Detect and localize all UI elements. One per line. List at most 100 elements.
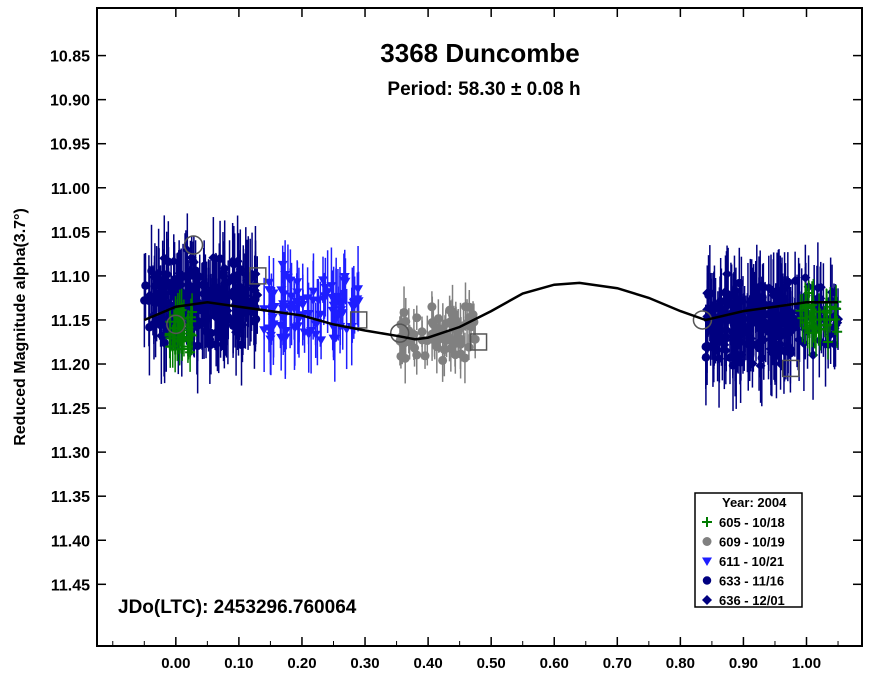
data-point	[208, 252, 219, 263]
data-point	[140, 296, 149, 305]
data-points	[140, 213, 844, 412]
y-tick-label: 10.85	[50, 49, 90, 66]
data-point	[318, 295, 329, 305]
y-axis-label: Reduced Magnitude alpha(3.7°)	[12, 208, 29, 446]
data-point	[803, 287, 814, 298]
data-point	[790, 275, 801, 286]
jd-annotation: JDo(LTC): 2453296.760064	[118, 597, 357, 618]
data-point	[285, 304, 296, 314]
data-point	[763, 282, 774, 293]
y-tick-labels: 10.85 10.90 10.95 11.00 11.05 11.10 11.15 11.20…	[50, 49, 90, 595]
data-point	[702, 576, 712, 585]
y-tick-label: 11.05	[51, 225, 90, 242]
legend-entry: 605 - 10/18	[719, 515, 785, 530]
data-point	[832, 326, 843, 337]
data-point	[207, 283, 218, 294]
x-tick-label: 0.70	[603, 655, 632, 672]
y-tick-label: 11.20	[51, 357, 90, 374]
data-point	[187, 306, 198, 317]
data-point	[456, 334, 466, 344]
data-point	[399, 307, 409, 317]
open-marker	[183, 235, 204, 255]
data-point	[340, 277, 351, 287]
data-point	[141, 281, 150, 290]
data-point	[178, 288, 189, 299]
legend-box	[694, 492, 803, 608]
data-point	[400, 327, 410, 337]
data-point	[795, 305, 806, 316]
y-tick-label: 11.10	[51, 269, 90, 286]
data-point	[269, 303, 280, 312]
data-point	[302, 294, 313, 303]
data-point	[231, 327, 242, 338]
data-point	[308, 287, 319, 297]
data-point	[286, 300, 297, 310]
data-point	[155, 288, 166, 299]
legend-entry: 609 - 10/19	[719, 535, 785, 550]
data-point	[822, 336, 833, 347]
data-point	[156, 320, 165, 330]
open-marker	[781, 359, 800, 378]
data-point	[159, 253, 170, 264]
data-point	[347, 301, 358, 311]
data-point	[234, 288, 245, 299]
data-point	[441, 319, 451, 329]
data-point	[715, 302, 726, 313]
chart-subtitle: Period: 58.30 ± 0.08 h	[387, 79, 580, 100]
data-point	[765, 343, 776, 354]
legend: Year: 2004 605 - 10/18 609 - 10/19 611 - 1…	[694, 492, 803, 608]
data-point	[760, 323, 771, 334]
open-marker	[166, 314, 186, 335]
x-tick-label: 0.60	[540, 655, 569, 672]
data-point	[755, 360, 766, 371]
data-point	[735, 349, 746, 360]
data-point	[252, 290, 263, 301]
chart-title: 3368 Duncombe	[380, 38, 579, 68]
data-point	[451, 316, 461, 326]
y-tick-label: 11.30	[51, 445, 90, 462]
data-point	[145, 322, 154, 332]
x-tick-label: 0.30	[350, 655, 379, 672]
data-point	[427, 317, 437, 327]
data-point	[186, 252, 197, 263]
data-point	[449, 339, 459, 349]
data-point	[702, 537, 712, 546]
y-tick-label: 11.45	[51, 577, 90, 594]
data-point	[149, 272, 160, 283]
x-tick-label: 0.90	[729, 655, 758, 672]
y-tick-label: 11.40	[51, 533, 90, 550]
data-point	[163, 298, 174, 309]
data-point	[156, 330, 167, 341]
y-tick-label: 10.90	[50, 93, 90, 110]
y-tick-label: 11.35	[51, 489, 90, 506]
legend-entry: 636 - 12/01	[719, 593, 785, 608]
data-point	[219, 318, 230, 329]
data-point	[154, 277, 165, 288]
y-tick-label: 11.00	[51, 181, 90, 198]
data-point	[264, 278, 275, 288]
data-point	[755, 281, 766, 292]
open-marker	[692, 310, 713, 330]
data-point	[702, 557, 712, 566]
data-point	[749, 293, 760, 304]
data-point	[821, 319, 832, 330]
data-point	[448, 307, 458, 317]
data-point	[194, 271, 205, 282]
data-point	[186, 330, 197, 341]
x-tick-labels: 0.00 0.10 0.20 0.30 0.40 0.50 0.60 0.70 0.80 0.90…	[161, 655, 821, 672]
x-tick-label: 1.00	[792, 655, 821, 672]
data-point	[250, 280, 261, 291]
data-point	[438, 355, 448, 365]
data-point	[469, 334, 479, 344]
open-marker	[349, 311, 368, 329]
fit-curve	[143, 281, 838, 341]
data-point	[702, 517, 712, 527]
data-point	[326, 282, 337, 291]
data-point	[396, 351, 406, 361]
data-point	[410, 343, 420, 353]
data-point	[176, 332, 187, 343]
x-tick-label: 0.80	[666, 655, 695, 672]
data-point	[144, 290, 155, 301]
legend-title: Year: 2004	[722, 495, 787, 510]
